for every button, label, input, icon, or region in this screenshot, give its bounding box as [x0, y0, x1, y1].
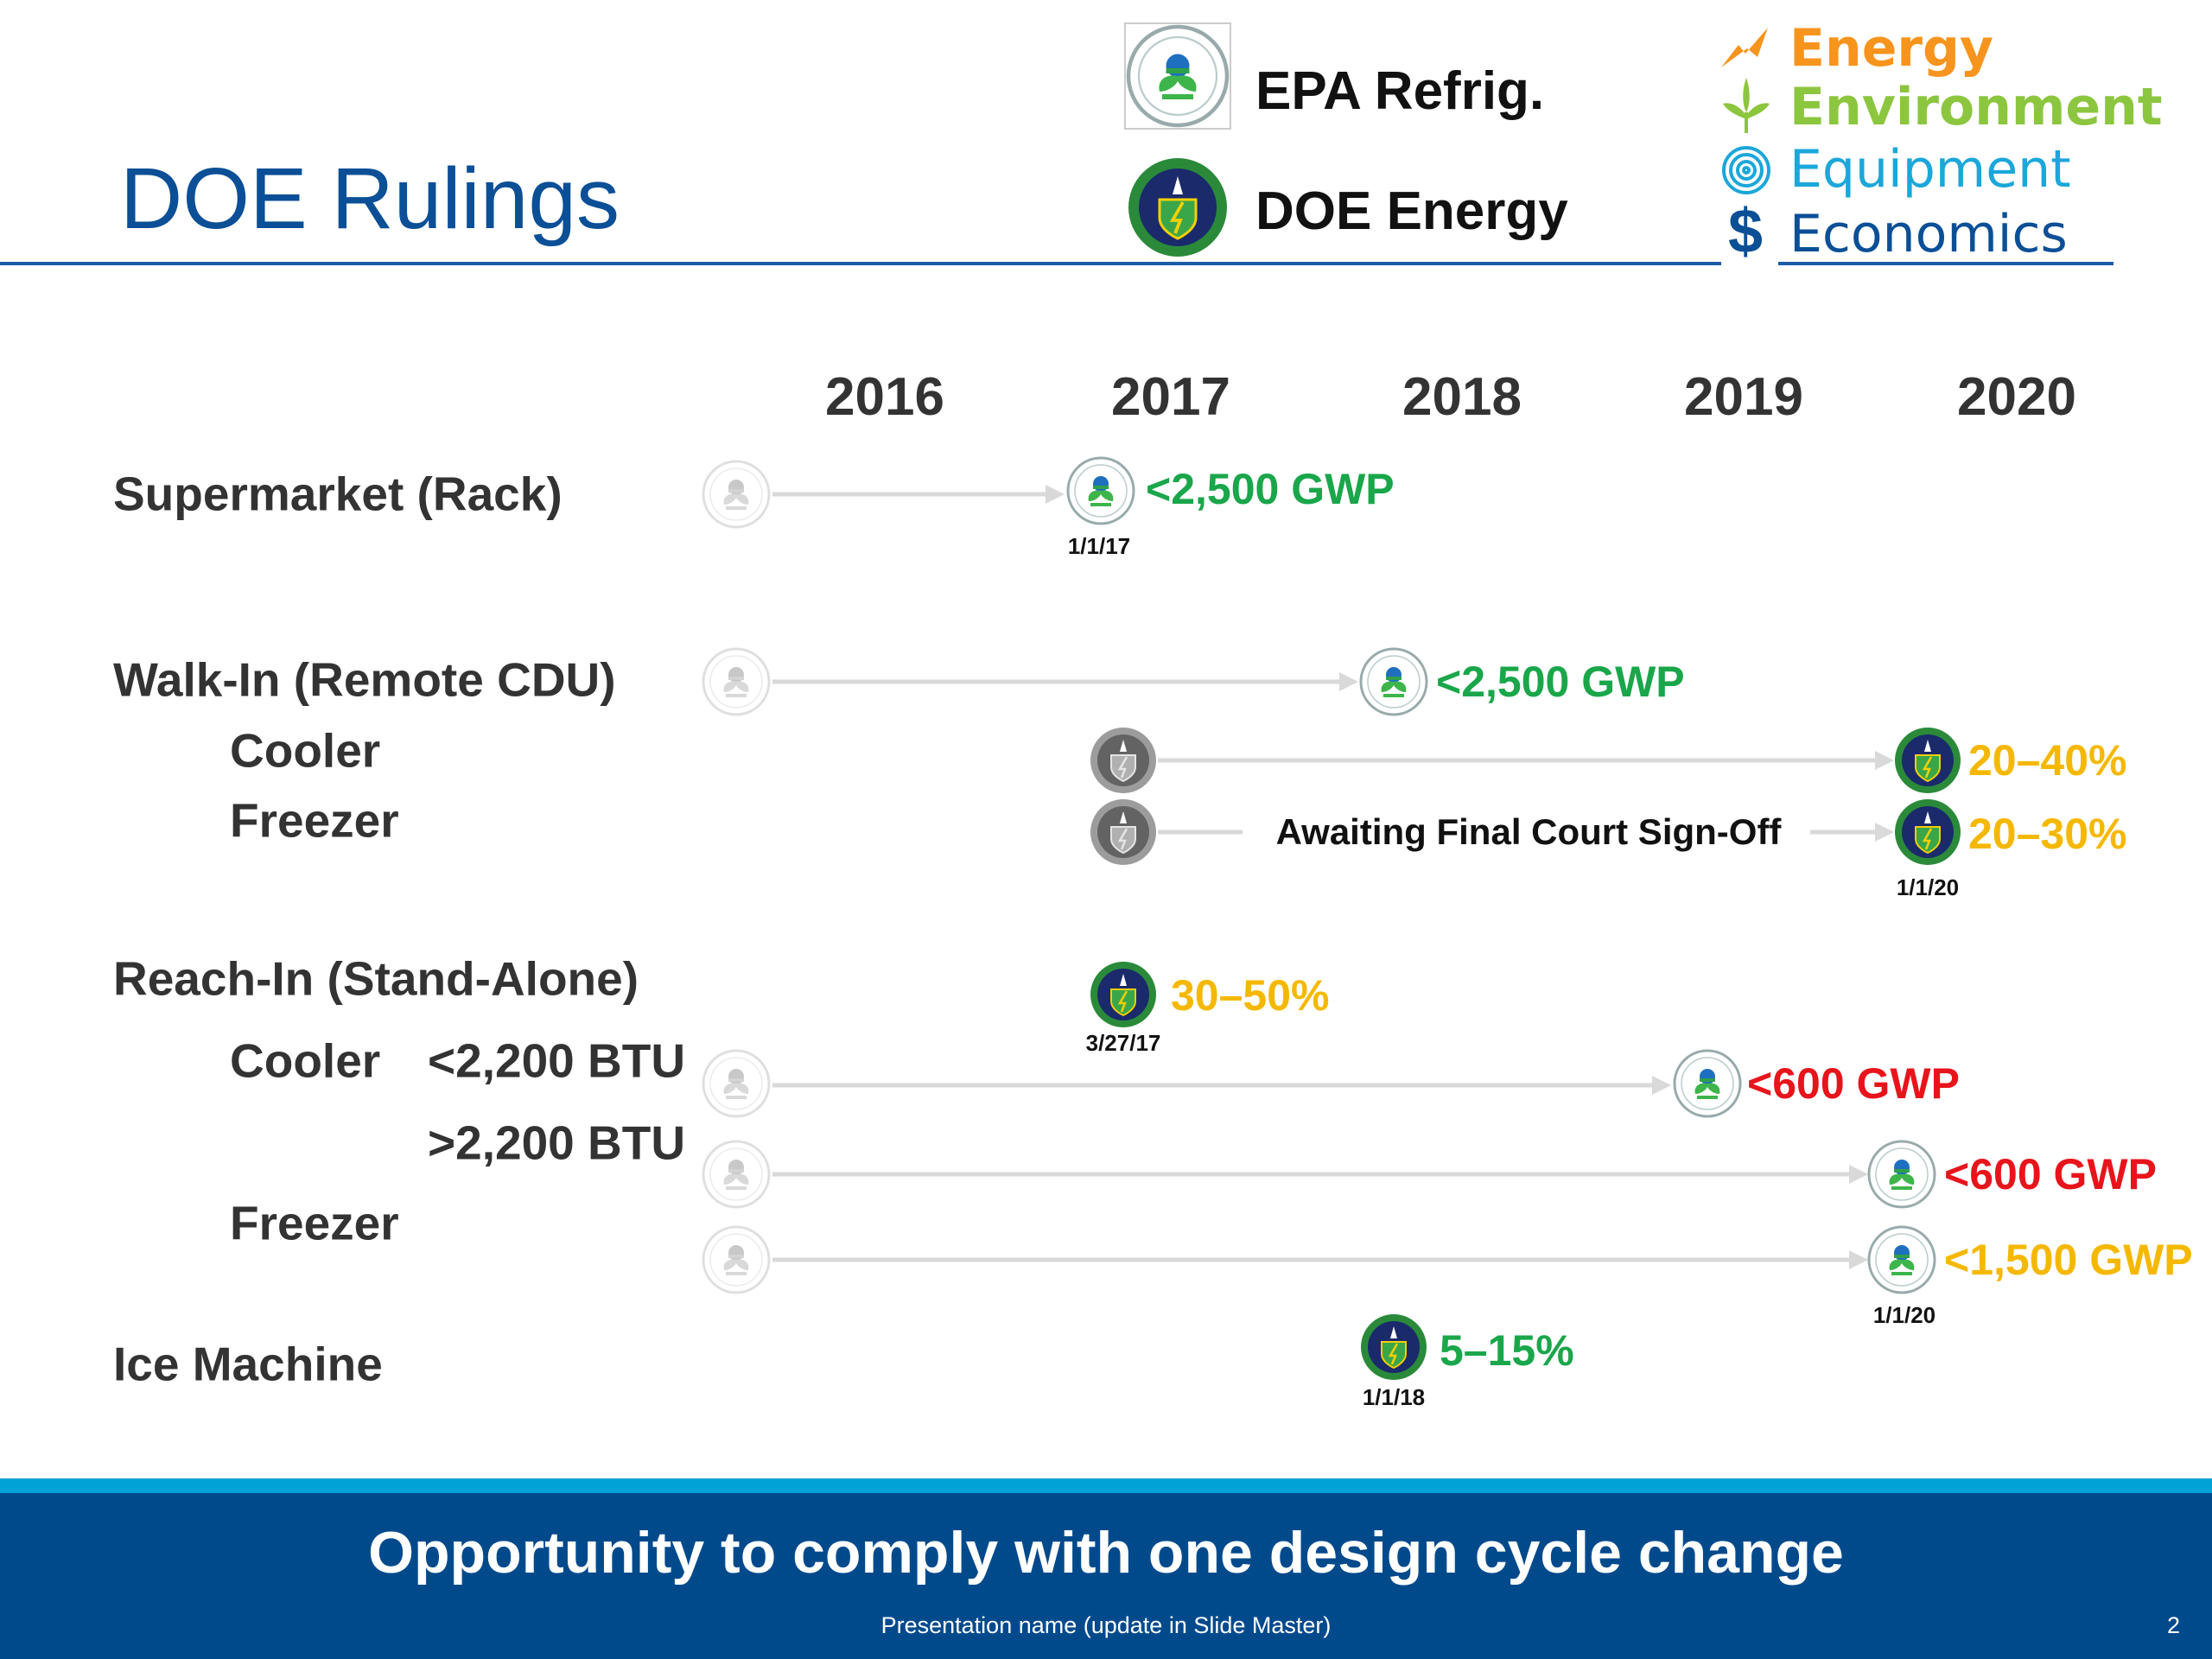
row-label-reachin-freezer: Freezer — [230, 1196, 399, 1250]
milestone-date: 1/1/18 — [1362, 1384, 1426, 1410]
page-number: 2 — [2167, 1612, 2181, 1638]
timeline-arrow — [772, 492, 1059, 497]
header-divider-right — [1778, 262, 2113, 265]
row-label-btu-high: >2,200 BTU — [428, 1116, 686, 1170]
epa-start-icon — [702, 1140, 771, 1209]
milestone-value: <600 GWP — [1747, 1059, 1960, 1108]
timeline-arrow — [772, 1172, 1863, 1177]
awaiting-note: Awaiting Final Court Sign-Off — [1275, 811, 1782, 852]
epa-start-icon — [702, 647, 771, 716]
header-divider — [0, 262, 1721, 265]
arrowhead-icon — [1339, 672, 1358, 691]
row-label-walkin: Walk-In (Remote CDU) — [113, 652, 616, 707]
legend-doe: DOE Energy — [1255, 181, 1568, 241]
arrowhead-icon — [1652, 1076, 1671, 1095]
milestone-value: <2,500 GWP — [1436, 658, 1685, 706]
arrowhead-icon — [1875, 751, 1894, 770]
row-label-ice-machine: Ice Machine — [113, 1337, 383, 1391]
dollar-icon: $ — [1728, 197, 1764, 266]
doe-start-icon — [1089, 726, 1158, 795]
timeline-arrow — [1158, 758, 1889, 763]
timeline-arrow — [772, 679, 1353, 684]
arrowhead-icon — [1849, 1165, 1868, 1184]
epa-milestone-icon — [1867, 1225, 1936, 1294]
category-environment: Environment — [1789, 77, 2163, 137]
year-2019: 2019 — [1684, 367, 1803, 427]
legend-epa: EPA Refrig. — [1255, 61, 1545, 121]
milestone-value: <600 GWP — [1944, 1150, 2157, 1198]
row-label-walkin-cooler: Cooler — [230, 723, 381, 778]
year-2018: 2018 — [1402, 367, 1522, 427]
year-2020: 2020 — [1957, 367, 2076, 427]
milestone-value: 5–15% — [1440, 1326, 1574, 1375]
timeline-arrow — [1810, 830, 1890, 835]
doe-milestone-icon — [1893, 726, 1962, 795]
year-2016: 2016 — [825, 367, 944, 427]
milestone-value: 30–50% — [1171, 971, 1330, 1020]
leaf-icon — [1723, 78, 1770, 133]
category-energy: Energy — [1789, 18, 1994, 79]
arrowhead-icon — [1046, 485, 1065, 504]
doe-milestone-icon — [1089, 960, 1158, 1029]
timeline-arrow — [772, 1257, 1863, 1262]
row-label-btu-low: <2,200 BTU — [428, 1033, 686, 1088]
timeline-arrow — [772, 1083, 1666, 1088]
milestone-value: 20–40% — [1968, 736, 2127, 785]
milestone-value: 20–30% — [1968, 810, 2127, 858]
milestone-date: 1/1/20 — [1872, 1302, 1936, 1328]
epa-milestone-icon — [1359, 647, 1428, 716]
row-label-walkin-freezer: Freezer — [230, 793, 399, 848]
category-equipment: Equipment — [1789, 139, 2071, 200]
arrowhead-icon — [1875, 823, 1894, 842]
row-label-supermarket: Supermarket (Rack) — [113, 467, 563, 521]
milestone-date: 3/27/17 — [1085, 1030, 1161, 1056]
footer-bar — [0, 1478, 2212, 1659]
milestone-value: <2,500 GWP — [1146, 465, 1395, 513]
milestone-date: 1/1/20 — [1896, 874, 1960, 900]
epa-milestone-icon — [1867, 1140, 1936, 1209]
category-economics: Economics — [1789, 204, 2068, 264]
doe-seal-icon — [1124, 156, 1231, 259]
milestone-date: 1/1/17 — [1067, 533, 1131, 559]
epa-start-icon — [702, 1225, 771, 1294]
epa-start-icon — [702, 1049, 771, 1118]
presentation-name: Presentation name (update in Slide Maste… — [880, 1612, 1332, 1638]
epa-seal-icon — [1124, 22, 1231, 130]
row-label-reachin-cooler: Cooler — [230, 1033, 381, 1088]
row-label-reachin: Reach-In (Stand-Alone) — [113, 951, 639, 1006]
epa-start-icon — [702, 460, 771, 529]
lightning-icon — [1721, 28, 1768, 67]
arrowhead-icon — [1849, 1250, 1868, 1269]
doe-start-icon — [1089, 798, 1158, 867]
timeline-line — [1158, 830, 1243, 835]
year-2017: 2017 — [1111, 367, 1230, 427]
doe-milestone-icon — [1359, 1313, 1428, 1382]
milestone-value: <1,500 GWP — [1944, 1236, 2193, 1284]
footer-banner: Opportunity to comply with one design cy… — [368, 1520, 1844, 1586]
doe-milestone-icon — [1893, 798, 1962, 867]
epa-milestone-icon — [1673, 1049, 1742, 1118]
epa-milestone-icon — [1066, 456, 1135, 525]
spiral-icon — [1722, 146, 1770, 194]
page-title: DOE Rulings — [120, 150, 620, 247]
